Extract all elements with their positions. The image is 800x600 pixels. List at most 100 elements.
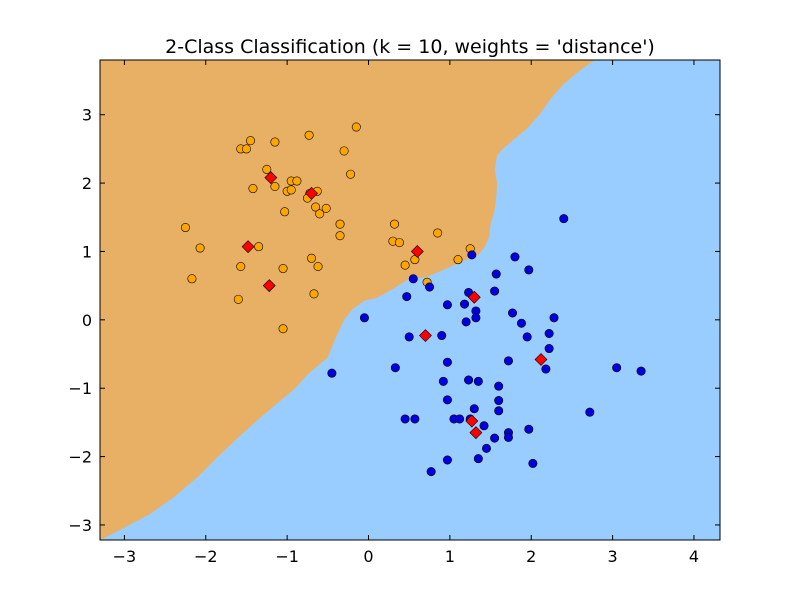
class-0-point [278, 264, 288, 274]
x-tick-label: 2 [526, 547, 536, 566]
chart-title: 2-Class Classification (k = 10, weights … [165, 36, 655, 58]
class-1-point [490, 286, 500, 296]
class-1-point [471, 313, 481, 323]
class-0-point [351, 122, 361, 132]
class-1-point [460, 299, 470, 309]
plot-area [100, 60, 720, 540]
class-1-point [481, 443, 491, 453]
class-1-point [494, 406, 504, 416]
highlighted-point [410, 245, 424, 258]
class-1-point [503, 356, 513, 366]
class-0-point [400, 260, 410, 270]
class-0-point [304, 130, 314, 140]
class-1-point [327, 368, 337, 378]
class-1-point [524, 424, 534, 434]
class-0-point [233, 294, 243, 304]
class-1-point [442, 300, 452, 310]
class-1-point [524, 265, 534, 275]
class-0-point [254, 242, 264, 252]
class-0-point [180, 223, 190, 233]
class-0-point [292, 176, 302, 186]
y-tick-label: 0 [82, 311, 92, 330]
class-0-point [270, 181, 280, 191]
class-0-point [195, 243, 205, 253]
class-1-point [359, 313, 369, 323]
class-0-point [286, 185, 296, 195]
highlighted-point [534, 353, 548, 366]
class-1-point [400, 414, 410, 424]
class-0-point [278, 324, 288, 334]
class-0-point [311, 202, 321, 212]
y-tick-label: 3 [82, 106, 92, 125]
class-0-point [270, 137, 280, 147]
y-tick-label: −2 [68, 448, 92, 467]
class-0-point [236, 261, 246, 271]
class-1-point [508, 308, 518, 318]
class-1-point [549, 313, 559, 323]
y-tick-label: 2 [82, 174, 92, 193]
class-1-point [390, 363, 400, 373]
class-1-point [612, 363, 622, 373]
class-1-point [408, 274, 418, 284]
class-0-point [321, 203, 331, 213]
class-1-point [494, 381, 504, 391]
class-1-point [473, 376, 483, 386]
class-1-point [467, 250, 477, 260]
class-0-point [453, 255, 463, 265]
highlighted-point [305, 186, 318, 200]
class-1-point [585, 407, 595, 417]
class-1-point [469, 404, 479, 414]
class-1-point [442, 395, 452, 405]
class-1-point [522, 332, 532, 342]
data-points [180, 122, 646, 477]
class-1-point [425, 282, 435, 292]
x-tick-label: 4 [689, 547, 699, 566]
class-0-point [313, 261, 323, 271]
class-1-point [455, 414, 465, 424]
class-1-point [426, 467, 436, 477]
y-tick-label: −1 [68, 379, 92, 398]
class-1-point [559, 214, 569, 224]
x-tick-label: 1 [445, 547, 455, 566]
class-1-point [510, 252, 520, 262]
class-0-point [241, 144, 251, 154]
highlighted-point [241, 240, 255, 254]
class-0-point [335, 231, 345, 241]
class-1-point [516, 318, 526, 328]
axis-tick-labels: −3 −2 −1 0 1 2 3 4 −3 −2 −1 0 1 2 3 [68, 106, 699, 566]
x-tick-label: 3 [608, 547, 618, 566]
class-0-point [246, 136, 256, 146]
class-1-point [402, 292, 412, 302]
class-1-point [503, 432, 513, 442]
class-1-point [544, 344, 554, 354]
class-1-point [464, 375, 474, 385]
x-tick-label: −2 [194, 547, 218, 566]
class-0-point [262, 164, 272, 174]
class-0-point [315, 209, 325, 219]
class-0-point [248, 184, 258, 194]
class-1-point [544, 329, 554, 339]
plot-frame [99, 59, 721, 541]
class-0-point [390, 219, 400, 229]
highlighted-point [465, 414, 479, 428]
class-1-point [442, 455, 452, 465]
class-0-point [394, 238, 404, 248]
decision-region-class-0 [100, 60, 595, 540]
class-1-point [410, 414, 420, 424]
class-1-point [473, 454, 483, 464]
class-1-point [442, 357, 452, 367]
highlighted-point [467, 290, 481, 304]
axis-ticks [100, 60, 720, 540]
class-0-point [307, 253, 317, 263]
class-1-point [490, 433, 500, 443]
highlighted-point [264, 171, 278, 185]
x-tick-label: −3 [113, 547, 137, 566]
class-0-point [187, 274, 197, 284]
class-1-point [636, 366, 646, 376]
class-1-point [479, 421, 489, 431]
class-1-point [461, 317, 471, 327]
highlighted-point [262, 279, 276, 293]
class-0-point [433, 228, 443, 238]
y-tick-label: −3 [68, 516, 92, 535]
